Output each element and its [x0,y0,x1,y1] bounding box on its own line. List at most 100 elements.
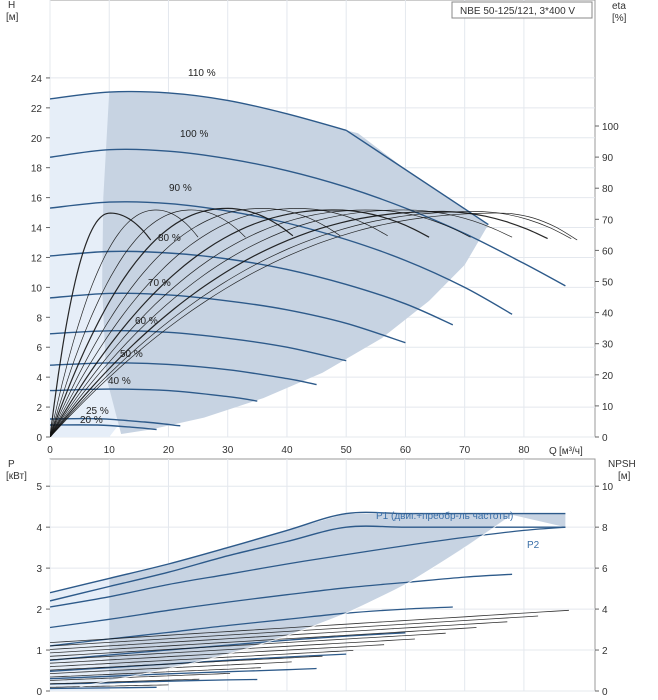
flow-tick-label: 20 [163,445,175,456]
npsh-tick-label: 0 [602,687,608,698]
npsh-tick-label: 10 [602,482,614,493]
efficiency-curve [50,212,578,437]
power-light-zone [50,578,110,691]
speed-label-40: 40 % [108,376,131,387]
efficiency-curve [50,209,430,437]
power-family-curve [50,621,508,650]
head-curve-60 [50,330,347,362]
power-family-curve [50,673,231,681]
flow-tick-label: 0 [47,445,53,456]
flow-tick-label: 50 [341,445,353,456]
head-tick-label: 4 [36,373,42,384]
eta-tick-label: 90 [602,153,614,164]
eta-tick-label: 80 [602,184,614,195]
head-curve-50 [50,362,317,386]
power-family-curve [50,632,446,657]
head-axis-unit: [м] [6,12,19,23]
eta-tick-label: 0 [602,433,608,444]
npsh-curve [79,514,513,688]
speed-label-25: 25 % [86,406,109,417]
eta-tick-label: 70 [602,215,614,226]
power-tick-label: 4 [36,523,42,534]
power-curve-p-70 [50,632,406,661]
head-curve-110 [50,90,347,131]
speed-label-110: 110 % [188,68,216,79]
power-family-curve [50,615,539,647]
power-family-curve [50,678,200,685]
power-family-curve [50,667,261,678]
power-npsh-panel: 0 1 2 3 4 5 0 2 4 6 8 10 [36,458,614,698]
power-family-curve [50,638,415,661]
flow-tick-label: 30 [222,445,234,456]
speed-label-80: 80 % [158,233,181,244]
power-curve-p-25 [50,686,157,690]
head-tick-label: 18 [31,164,43,175]
p1-annotation: P1 (двиг.+преобр-ль частоты) [376,510,513,522]
power-family-curve [50,609,569,643]
head-tick-label: 2 [36,403,42,414]
efficiency-curve [50,209,199,437]
power-tick-label: 3 [36,564,42,575]
npsh-tick-label: 8 [602,523,608,534]
head-curve-70 [50,292,406,344]
head-tick-label: 14 [31,224,43,235]
head-tick-label: 10 [31,283,43,294]
npsh-tick-label: 4 [602,605,608,616]
p2-annotation: P2 [527,540,540,551]
head-tick-label: 8 [36,313,42,324]
head-tick-label: 16 [31,194,43,205]
power-tick-label: 1 [36,646,42,657]
head-curves-group [50,90,578,437]
power-family-curve [50,655,323,671]
power-curve-p-100 [50,526,566,608]
power-curves-group [50,511,569,691]
power-curve-p-40 [50,678,258,685]
efficiency-curve [50,207,294,437]
npsh-tick-label: 2 [602,646,608,657]
head-tick-label: 0 [36,433,42,444]
head-efficiency-panel: 110 %100 %90 %80 %70 %60 %50 %40 %25 %20… [31,0,619,456]
eta-tick-label: 40 [602,309,614,320]
efficiency-curve [50,211,572,437]
speed-label-70: 70 % [148,278,171,289]
eta-tick-label: 60 [602,246,614,257]
eta-tick-label: 100 [602,122,619,133]
npsh-tick-label: 6 [602,564,608,575]
power-family-curve [50,684,169,688]
eta-tick-label: 20 [602,371,614,382]
flow-axis-label: Q [549,446,557,457]
max-power-line [345,129,489,226]
speed-label-60: 60 % [135,316,158,327]
head-tick-label: 22 [31,104,43,115]
flow-tick-label: 80 [518,445,530,456]
power-axis-unit: [кВт] [6,471,27,482]
head-tick-label: 20 [31,134,43,145]
power-tick-label: 0 [36,687,42,698]
speed-label-20: 20 % [80,415,103,426]
flow-tick-label: 60 [400,445,412,456]
speed-label-100: 100 % [180,129,208,140]
eta-tick-label: 50 [602,278,614,289]
head-tick-label: 12 [31,253,43,264]
power-curve-p-90 [50,573,513,629]
flow-axis-unit: [м³/ч] [559,446,583,457]
power-zone [50,513,566,691]
head-curve-25 [50,417,181,427]
head-curve-100 [50,148,566,287]
npsh-axis-label: NPSH [608,459,636,470]
operating-zone [102,92,489,434]
head-axis-label: H [8,0,15,11]
speed-label-50: 50 % [120,349,143,360]
eta-axis-label: eta [612,1,626,12]
flow-tick-label: 70 [459,445,471,456]
power-family-curve [50,627,477,654]
power-family-curve [50,650,354,668]
head-curve-20 [50,424,157,431]
flow-tick-label: 10 [104,445,116,456]
flow-tick-label: 40 [281,445,293,456]
power-curve-p1 [50,511,566,594]
title-label: NBE 50-125/121, 3*400 V [460,6,575,17]
efficiency-curve [50,208,341,437]
head-tick-label: 6 [36,343,42,354]
